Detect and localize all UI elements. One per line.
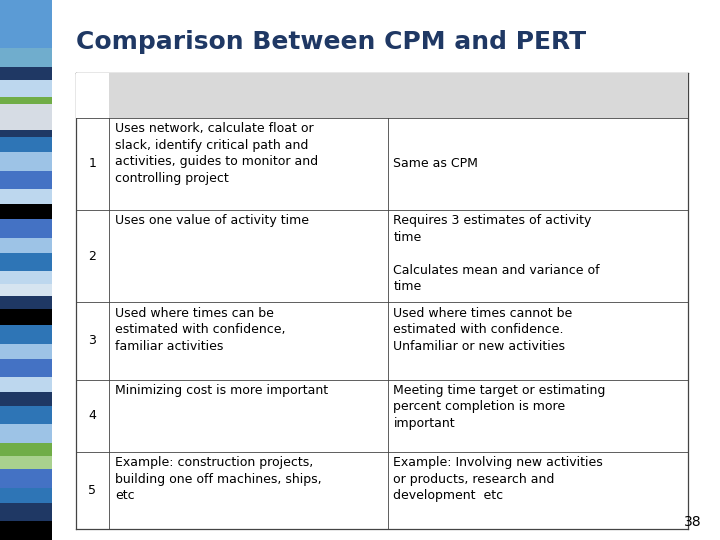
Text: Minimizing cost is more important: Minimizing cost is more important (115, 384, 328, 397)
Text: 1: 1 (89, 158, 96, 171)
Text: Used where times can be
estimated with confidence,
familiar activities: Used where times can be estimated with c… (115, 307, 286, 353)
Text: 4: 4 (89, 409, 96, 422)
Text: Used where times cannot be
estimated with confidence.
Unfamiliar or new activiti: Used where times cannot be estimated wit… (394, 307, 572, 353)
Text: 5: 5 (89, 484, 96, 497)
Text: 38: 38 (685, 515, 702, 529)
Text: Uses network, calculate float or
slack, identify critical path and
activities, g: Uses network, calculate float or slack, … (115, 122, 318, 185)
Text: Uses one value of activity time: Uses one value of activity time (115, 214, 309, 227)
Text: Meeting time target or estimating
percent completion is more
important: Meeting time target or estimating percen… (394, 384, 606, 430)
Text: 2: 2 (89, 249, 96, 262)
Text: Comparison Between CPM and PERT: Comparison Between CPM and PERT (76, 30, 586, 53)
Text: 3: 3 (89, 334, 96, 347)
Text: Same as CPM: Same as CPM (394, 158, 478, 171)
Text: PERT: PERT (518, 89, 557, 103)
Text: CPM: CPM (231, 89, 266, 103)
Text: Example: Involving new activities
or products, research and
development  etc: Example: Involving new activities or pro… (394, 456, 603, 502)
Text: Requires 3 estimates of activity
time

Calculates mean and variance of
time: Requires 3 estimates of activity time Ca… (394, 214, 600, 293)
Text: Example: construction projects,
building one off machines, ships,
etc: Example: construction projects, building… (115, 456, 322, 502)
